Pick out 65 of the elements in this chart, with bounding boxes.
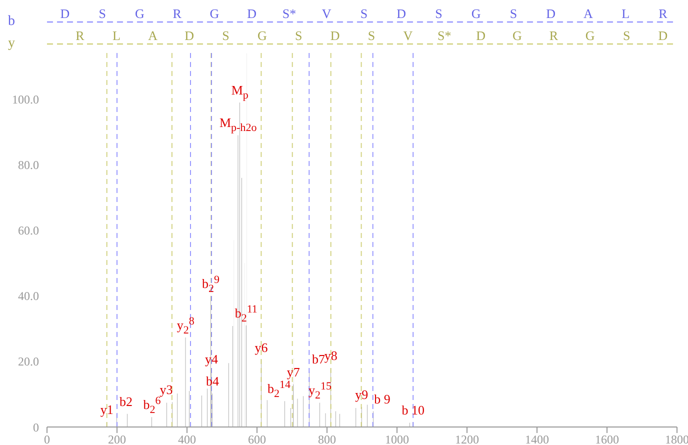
y-tick-label: 100.0 bbox=[12, 92, 39, 106]
x-tick-label: 800 bbox=[318, 432, 336, 445]
x-tick-label: 200 bbox=[108, 432, 126, 445]
text: R bbox=[658, 6, 668, 21]
text: D bbox=[546, 6, 556, 21]
text: A bbox=[148, 28, 158, 43]
text: D bbox=[658, 28, 668, 43]
annotation: b4 bbox=[206, 374, 220, 389]
annotation: M$_{p}$ bbox=[231, 82, 249, 102]
text: V bbox=[403, 28, 414, 43]
annotation: b2 bbox=[120, 394, 132, 409]
annotation: y6 bbox=[254, 340, 268, 355]
x-tick-label: 1400 bbox=[525, 432, 549, 445]
text: G bbox=[512, 28, 522, 43]
text: S bbox=[622, 28, 630, 43]
text: S bbox=[360, 6, 368, 21]
text: D bbox=[184, 28, 194, 43]
annotation: y7 bbox=[286, 364, 300, 380]
y-tick-label: 40.0 bbox=[18, 289, 39, 304]
text: R bbox=[549, 28, 558, 43]
annotation: b 10 bbox=[402, 402, 424, 418]
text: D bbox=[60, 6, 70, 21]
text: G bbox=[471, 6, 481, 21]
x-tick-label: 1200 bbox=[455, 432, 479, 445]
text: S bbox=[368, 28, 376, 43]
text: G bbox=[135, 6, 144, 21]
y-tick-label: 60.0 bbox=[18, 224, 39, 238]
x-tick-label: 400 bbox=[178, 432, 196, 445]
text: S bbox=[222, 28, 230, 43]
text: S bbox=[98, 6, 106, 21]
annotation: y8 bbox=[324, 348, 338, 363]
text: G bbox=[257, 28, 267, 43]
text: G bbox=[585, 28, 595, 43]
text: D bbox=[396, 6, 406, 21]
x-tick-label: 0 bbox=[44, 432, 50, 445]
x-tick-label: 1000 bbox=[385, 432, 409, 445]
text: V bbox=[322, 6, 332, 21]
y-tick-label: 0 bbox=[33, 420, 39, 434]
text: y bbox=[8, 36, 15, 51]
text: R bbox=[172, 6, 182, 21]
annotation: M$_{p-h2o}$ bbox=[219, 115, 258, 134]
text: D bbox=[330, 28, 340, 43]
text: S bbox=[510, 6, 518, 21]
x-tick-label: 1600 bbox=[595, 432, 619, 445]
annotation: y4 bbox=[205, 352, 218, 367]
text: A bbox=[584, 6, 594, 21]
text: S* bbox=[438, 28, 452, 43]
text: L bbox=[622, 6, 630, 21]
text: L bbox=[112, 28, 120, 43]
text: D bbox=[476, 28, 486, 43]
annotation: y9 bbox=[355, 387, 368, 402]
y-tick-label: 80.0 bbox=[18, 158, 39, 172]
text: G bbox=[210, 6, 220, 21]
text: D bbox=[247, 6, 257, 21]
text: S* bbox=[282, 6, 296, 21]
annotation: b 9 bbox=[374, 391, 390, 406]
text: S bbox=[295, 28, 302, 43]
text: R bbox=[76, 28, 85, 43]
y-tick-label: 20.0 bbox=[18, 354, 39, 369]
annotation: y1 bbox=[100, 402, 114, 418]
x-tick-label: 600 bbox=[248, 432, 266, 445]
annotation: b7 bbox=[312, 352, 326, 367]
annotation: y3 bbox=[160, 382, 173, 398]
text: b bbox=[8, 14, 15, 29]
text: S bbox=[435, 6, 442, 21]
